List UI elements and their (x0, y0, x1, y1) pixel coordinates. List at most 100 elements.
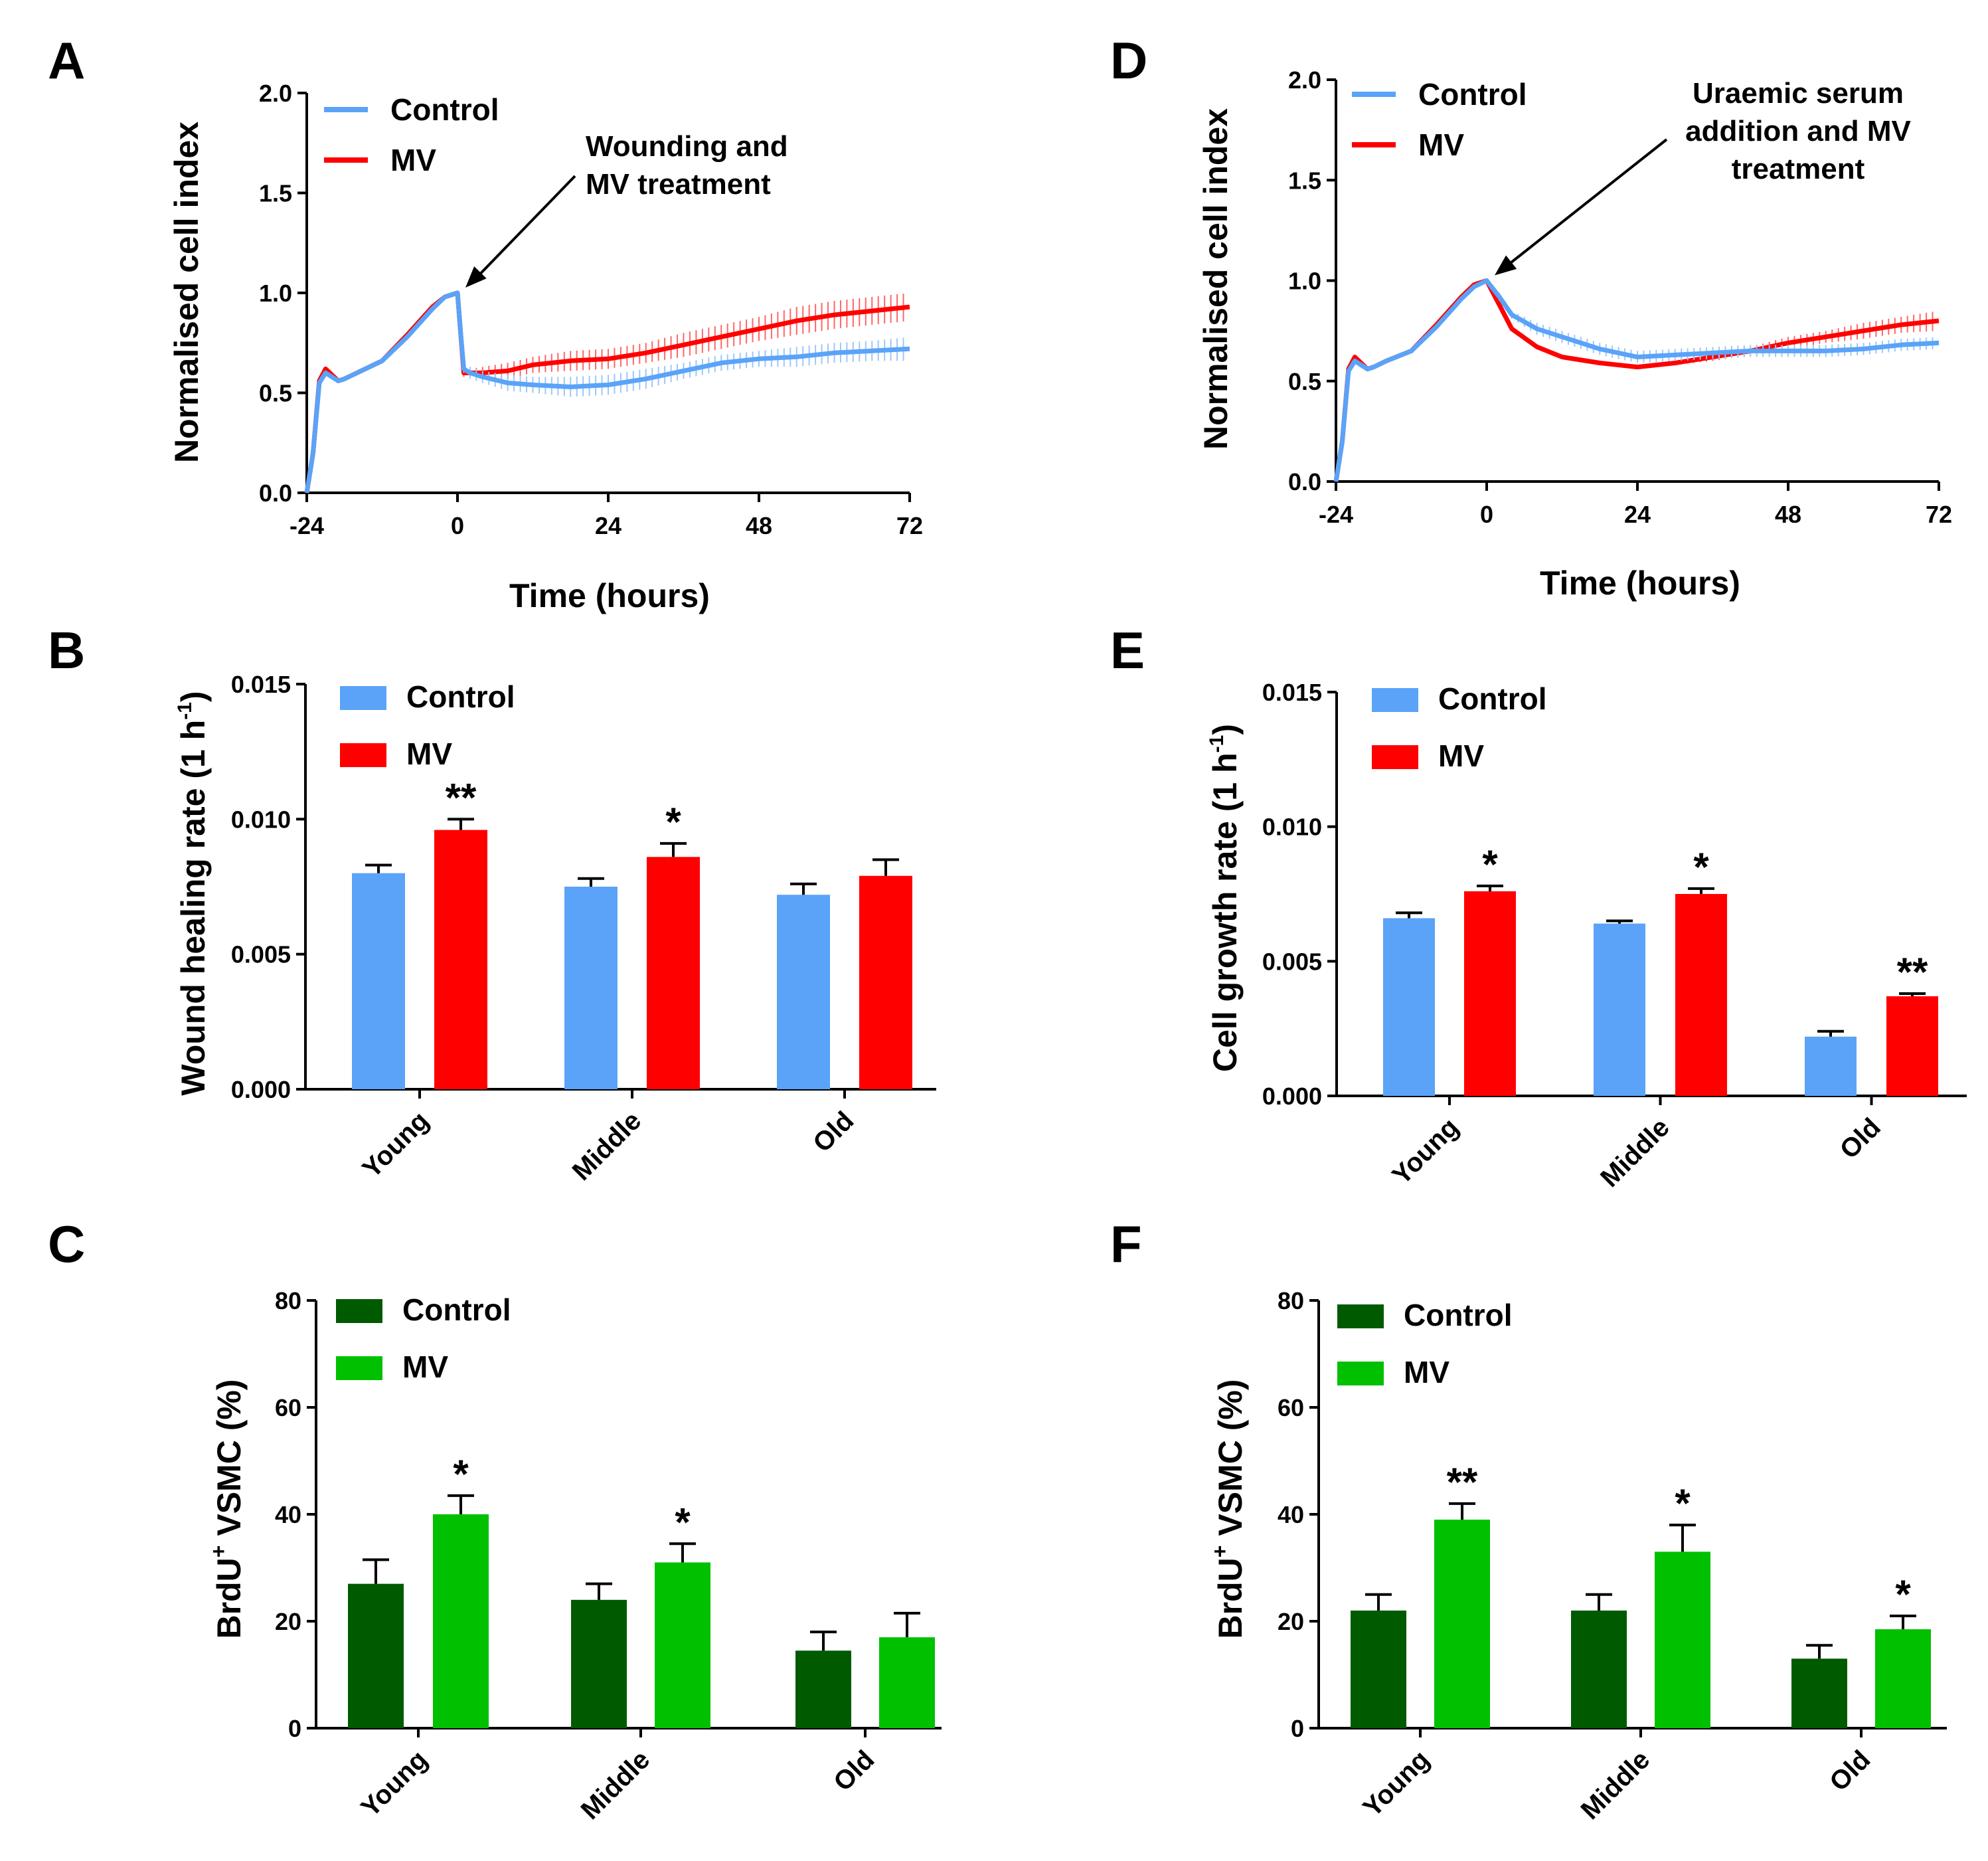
y-tick-label: 2.0 (1288, 66, 1321, 94)
legend-swatch-control (340, 686, 386, 710)
significance-marker: * (1482, 842, 1498, 887)
significance-marker: ** (1897, 950, 1928, 994)
legend-label-mv: MV (406, 737, 452, 771)
y-axis-title: Normalised cell index (168, 122, 205, 463)
legend-label-control: Control (402, 1292, 511, 1327)
bar-control (777, 895, 830, 1089)
x-tick-label: -24 (1319, 501, 1353, 528)
y-tick-label: 0.015 (1262, 679, 1322, 706)
bar-control (571, 1599, 627, 1728)
bar-mv (647, 857, 700, 1089)
bar-mv (1434, 1520, 1490, 1728)
y-axis-title: BrdU+ VSMC (%) (207, 1379, 248, 1639)
annotation-arrow-shaft (469, 175, 576, 285)
bar-mv (1875, 1629, 1931, 1728)
legend-swatch-mv (336, 1356, 382, 1380)
annotation-arrow-shaft (1499, 138, 1668, 273)
legend-label-control: Control (390, 92, 499, 127)
y-axis-title: Normalised cell index (1197, 108, 1234, 450)
legend-swatch-control (1337, 1304, 1384, 1328)
panel-a: A Normalised cell index Time (hours) 0.0… (48, 31, 923, 614)
y-tick-label: 60 (275, 1394, 301, 1421)
panel-d: D Normalised cell index Time (hours) 0.0… (1110, 31, 1952, 602)
significance-marker: * (453, 1452, 469, 1496)
significance-marker: * (675, 1500, 691, 1544)
bar-mv (655, 1562, 710, 1728)
y-tick-label: 0.5 (259, 380, 292, 407)
legend-label-mv: MV (1438, 739, 1484, 773)
bar-control (795, 1650, 851, 1728)
bar-mv (433, 1514, 489, 1728)
significance-marker: * (1895, 1572, 1911, 1617)
bar-mv (1675, 894, 1727, 1096)
y-tick-label: 1.5 (1288, 167, 1321, 194)
y-tick-label: 40 (275, 1501, 301, 1528)
y-tick-label: 80 (275, 1287, 301, 1314)
panel-label: C (48, 1215, 85, 1273)
y-tick-label: 1.5 (259, 180, 292, 207)
panel-label: A (48, 31, 85, 90)
y-tick-label: 0.005 (1262, 948, 1322, 975)
annotation-text: MV treatment (586, 168, 771, 201)
y-axis-title: Cell growth rate (1 h-1) (1206, 724, 1244, 1072)
y-tick-label: 0.000 (1262, 1083, 1322, 1110)
y-tick-label: 0.0 (259, 480, 292, 507)
y-tick-label: 0.005 (231, 941, 291, 968)
legend-label-mv: MV (1404, 1355, 1450, 1389)
y-tick-label: 0 (1291, 1715, 1304, 1742)
y-tick-label: 1.0 (259, 280, 292, 307)
significance-marker: * (665, 800, 681, 844)
significance-marker: ** (446, 775, 477, 820)
annotation-text: treatment (1732, 153, 1865, 185)
bar-mv (434, 830, 487, 1089)
x-tick-label: -24 (290, 512, 324, 539)
plot-area: 0.0 0.5 1.0 1.5 2.0 -24 0 24 48 72 Control MV Woundi… (259, 80, 923, 539)
plot-area: 0.0000.0050.0100.015Young*Middle*Old**Co… (1262, 679, 1967, 1193)
legend-label-mv: MV (390, 143, 436, 177)
annotation-text: addition and MV (1685, 115, 1911, 147)
x-axis-title: Time (hours) (1540, 565, 1740, 602)
bar-mv (1655, 1551, 1710, 1728)
plot-area: 0.0 0.5 1.0 1.5 2.0 -24 0 24 48 72 Control MV Uraemi… (1288, 66, 1952, 528)
x-tick-label: 24 (595, 512, 621, 539)
bar-control (1571, 1610, 1627, 1728)
y-axis-title: Wound healing rate (1 h-1) (174, 691, 212, 1095)
y-tick-label: 0.010 (1262, 814, 1322, 841)
legend-label-mv: MV (1418, 128, 1464, 162)
legend-label-control: Control (1418, 77, 1527, 112)
y-tick-label: 40 (1278, 1501, 1304, 1528)
panel-label: D (1110, 31, 1147, 90)
x-axis-title: Time (hours) (509, 577, 710, 614)
legend-label-control: Control (406, 679, 515, 714)
legend-swatch-mv (340, 743, 386, 767)
y-tick-label: 0.010 (231, 806, 291, 833)
bar-mv (859, 875, 912, 1089)
bar-mv (1464, 891, 1516, 1096)
bar-control (1805, 1036, 1857, 1096)
series-line-control (304, 290, 910, 493)
bar-mv (879, 1637, 935, 1728)
legend-swatch-mv (1337, 1362, 1384, 1385)
y-tick-label: 80 (1278, 1287, 1304, 1314)
y-tick-label: 0.000 (231, 1076, 291, 1103)
significance-marker: * (1693, 845, 1709, 889)
y-tick-label: 20 (275, 1608, 301, 1635)
panel-b: B Wound healing rate (1 h-1) 0.000 0.005 0… (48, 621, 936, 1186)
bar-control (1791, 1658, 1847, 1728)
y-axis-title: BrdU+ VSMC (%) (1208, 1379, 1249, 1639)
y-tick-label: 2.0 (259, 80, 292, 107)
significance-marker: ** (1447, 1460, 1478, 1504)
annotation-text: Uraemic serum (1693, 77, 1904, 110)
x-tick-label: 72 (1926, 501, 1952, 528)
y-tick-label: 0.5 (1288, 368, 1321, 395)
annotation-arrow-head (1495, 255, 1517, 276)
x-tick-label: 0 (1480, 501, 1493, 528)
x-tick-label: 48 (746, 512, 772, 539)
bar-control (1594, 923, 1645, 1096)
annotation-text: Wounding and (586, 130, 788, 163)
legend-swatch-control (1372, 688, 1418, 712)
y-tick-label: 0.015 (231, 671, 291, 698)
